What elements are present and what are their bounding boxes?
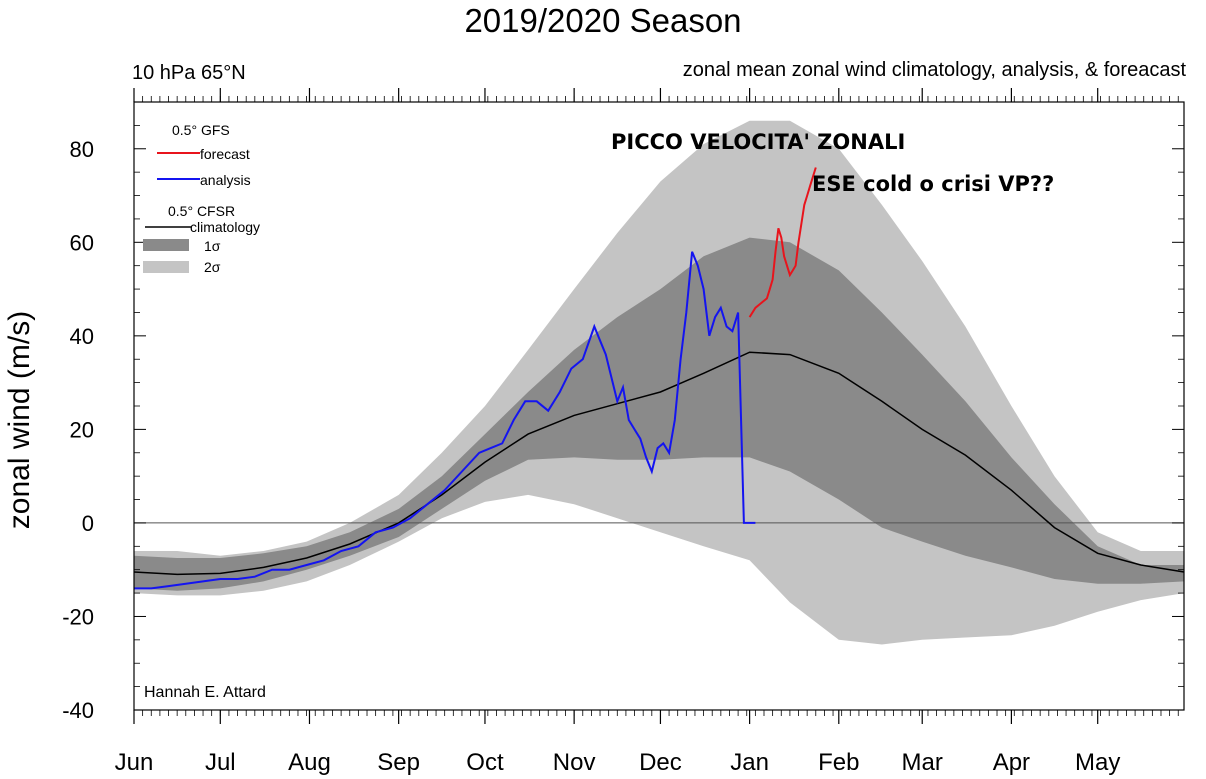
legend-climatology-label: climatology [190,219,261,235]
sigma1-band [134,237,1184,591]
sigma-bands [134,120,1184,645]
tick-labels: -40 -20 0 20 40 60 80 Jun Jul Aug Sep Oct Nov Dec Jan F… [62,137,1120,776]
x-tick-label: Jun [115,749,154,776]
x-tick-label: Dec [639,749,682,776]
legend [143,152,200,273]
subtitle-level: 10 hPa 65°N [132,62,246,84]
y-tick-label: 80 [70,137,94,162]
x-tick-label: Aug [288,749,331,776]
x-tick-label: Sep [377,749,420,776]
y-tick-label: 60 [70,230,94,255]
subtitle-description: zonal mean zonal wind climatology, analy… [682,59,1186,81]
legend-forecast-label: forecast [200,146,250,162]
forecast-line [748,167,817,318]
y-tick-label: -40 [62,698,94,723]
legend-sigma2-swatch [143,261,189,273]
legend-sigma1-label: 1σ [204,238,221,254]
plot-lines [133,167,1185,590]
x-tick-label: May [1075,749,1120,776]
credit: Hannah E. Attard [144,684,266,701]
annotation-question: ESE cold o crisi VP?? [812,172,1055,196]
x-tick-label: Nov [553,749,596,776]
x-tick-label: Feb [818,749,859,776]
legend-gfs-header: 0.5° GFS [172,122,230,138]
x-tick-label: Jan [730,749,769,776]
legend-sigma1-swatch [143,239,189,251]
legend-cfsr-header: 0.5° CFSR [168,203,236,219]
y-tick-label: 40 [70,324,94,349]
y-tick-label: -20 [62,604,94,629]
y-axis-label: zonal wind (m/s) [3,310,36,530]
legend-analysis-label: analysis [200,172,251,188]
y-tick-label: 20 [70,417,94,442]
annotation-peak: PICCO VELOCITA' ZONALI [611,130,906,154]
y-tick-label: 0 [82,511,94,536]
legend-sigma2-label: 2σ [204,259,221,275]
axes [133,88,1185,724]
x-tick-label: Oct [466,749,504,776]
analysis-line [134,251,756,590]
chart-title: 2019/2020 Season [464,2,742,39]
climatology-line [133,351,1185,576]
x-tick-label: Apr [993,749,1030,776]
x-tick-label: Jul [205,749,236,776]
x-tick-label: Mar [902,749,943,776]
